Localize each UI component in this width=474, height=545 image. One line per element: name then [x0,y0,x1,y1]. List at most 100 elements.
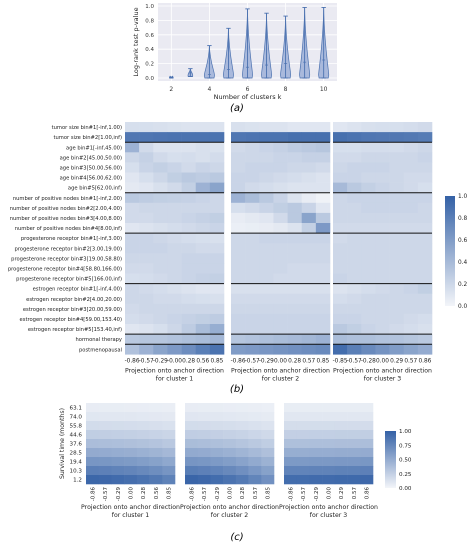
heatmap-cell [181,132,197,143]
heatmap-cell [389,293,405,305]
heatmap-cell [273,344,288,355]
heatmap-cell [261,430,275,440]
heatmap-cell [259,334,274,345]
heatmap-cell [347,263,362,274]
heatmap-cell [139,223,154,234]
heatmap-cell [334,457,348,467]
colorbar-tick-label: 0.6 [458,238,468,244]
x-tick-label: 2 [169,86,173,93]
heatmap-cell [315,192,331,204]
heatmap-cell [231,142,246,153]
heatmap-cell [322,403,336,413]
x-tick-label: 0.00 [376,358,389,364]
heatmap-cell [389,122,405,133]
heatmap-cell [167,223,182,234]
heatmap-cell [315,132,331,143]
heatmap-cell [210,457,224,467]
heatmap-cell [361,253,376,264]
heatmap-cell [235,457,249,467]
heatmap-cell [287,202,303,214]
x-tick-label: 0.85 [316,358,329,364]
heatmap-cell [261,439,275,449]
heatmap-cell [209,273,225,284]
heatmap-cell [273,334,288,345]
heatmap-cell [273,122,288,133]
heatmap-cell [347,334,362,345]
heatmap-cell [153,293,168,305]
heatmap-cell [139,122,154,133]
heatmap-cell [153,263,168,274]
heatmap-cell [333,182,348,193]
row-label: age bin#5[62.00,inf) [68,186,122,192]
heatmap-cell [360,421,374,431]
heatmap-cell [315,212,331,224]
heatmap-cell [136,412,150,422]
heatmap-cell [259,273,274,284]
heatmap-cell [315,223,331,234]
heatmap-cell [231,344,246,355]
heatmap-cell [139,324,154,335]
colorbar-tick-label: 0.8 [458,216,468,222]
heatmap-cell [153,172,168,183]
heatmap-cell [417,122,433,133]
heatmap-cell [417,344,433,355]
heatmap-cell [259,324,274,335]
heatmap-cell [125,313,140,325]
heatmap-cell [389,263,405,274]
x-tick-label: -0.57 [301,487,307,502]
row-label: 44.6 [70,433,83,439]
x-tick-label: 0.00 [129,487,135,500]
heatmap-cell [139,293,154,305]
x-tick-label: 0.28 [288,358,301,364]
x-axis-label: for cluster 3 [310,512,347,519]
heatmap-cell [235,466,249,476]
heatmap-cell [181,162,197,173]
heatmap-cell [231,122,246,133]
panel-a-violin-chart: 0.0 0.2 0.4 0.6 0.8 1.0 2 4 6 8 10 Number of cluste… [132,3,337,101]
heatmap-cell [361,142,376,153]
heatmap-cell [301,273,317,284]
heatmap-cell [284,466,298,476]
heatmap-cell [287,313,303,325]
heatmap-cell [149,448,163,458]
heatmap-cell [301,192,317,204]
heatmap-cell [259,283,274,294]
heatmap-cell [223,448,237,458]
heatmap-cell [167,324,182,335]
heatmap-cell [403,233,419,244]
heatmap-cell [195,212,211,224]
heatmap-cell [167,303,182,315]
heatmap-cell [361,122,376,133]
heatmap-cell [403,172,419,183]
heatmap-cell [375,192,390,204]
heatmap-cell [248,421,262,431]
heatmap-cell [287,182,303,193]
heatmap-cell [347,182,362,193]
heatmap-cell [389,303,405,315]
heatmap-cell [153,182,168,193]
heatmap-cell [185,475,199,485]
heatmap-cell [259,293,274,305]
heatmap-cell [197,475,211,485]
heatmap-cell [167,162,182,173]
heatmap-cell [361,223,376,234]
heatmap-cell [273,313,288,325]
heatmap-cell [315,313,331,325]
heatmap-cell [403,142,419,153]
heatmap-cell [231,132,246,143]
heatmap-cell [195,324,211,335]
heatmap-cell [301,182,317,193]
heatmap-cell [261,457,275,467]
heatmap-cell [296,412,310,422]
heatmap-cell [259,162,274,173]
heatmap-cell [287,253,303,264]
heatmap-cell [333,132,348,143]
heatmap-cell [259,202,274,214]
heatmap-cell [210,412,224,422]
heatmap-cell [98,466,112,476]
x-axis-label: Projection onto anchor direction [180,504,279,511]
colorbar [445,196,455,306]
heatmap-cell [361,283,376,294]
heatmap-cell [124,448,138,458]
heatmap-cell [403,283,419,294]
